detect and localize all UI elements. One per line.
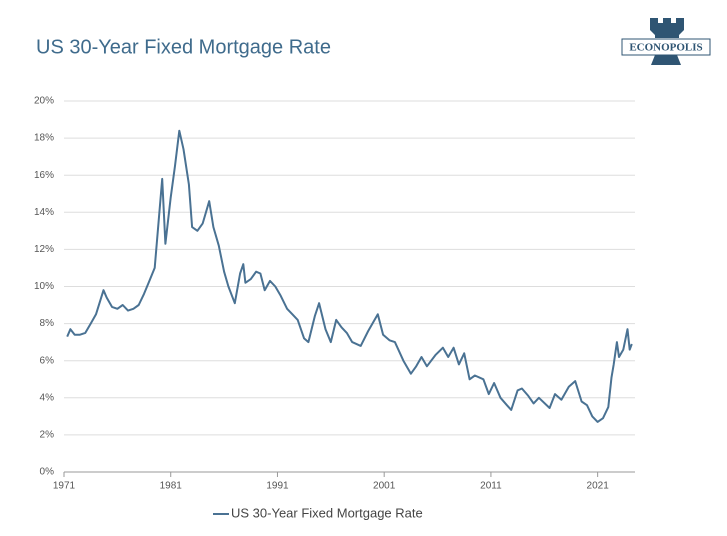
logo-icon xyxy=(650,18,684,38)
y-tick-label: 14% xyxy=(34,207,54,218)
y-tick-label: 2% xyxy=(40,430,55,441)
x-tick-label: 1981 xyxy=(160,481,183,492)
x-tick-label: 2021 xyxy=(587,481,610,492)
y-tick-label: 18% xyxy=(34,133,54,144)
y-tick-label: 8% xyxy=(40,318,55,329)
y-tick-label: 12% xyxy=(34,244,54,255)
legend-label: US 30-Year Fixed Mortgage Rate xyxy=(231,505,423,520)
logo-base xyxy=(651,55,681,65)
y-tick-label: 4% xyxy=(40,392,55,403)
x-tick-label: 2001 xyxy=(373,481,396,492)
y-tick-label: 0% xyxy=(40,467,55,478)
y-tick-label: 10% xyxy=(34,281,54,292)
line-series xyxy=(66,129,633,423)
y-tick-label: 20% xyxy=(34,96,54,107)
logo: ECONOPOLIS xyxy=(621,18,711,65)
x-tick-label: 1991 xyxy=(266,481,289,492)
y-tick-label: 6% xyxy=(40,355,55,366)
logo-text: ECONOPOLIS xyxy=(629,42,702,54)
x-tick-label: 2011 xyxy=(480,481,502,492)
y-tick-label: 16% xyxy=(34,170,54,181)
chart-title: US 30-Year Fixed Mortgage Rate xyxy=(36,36,331,58)
x-tick-label: 1971 xyxy=(53,481,76,492)
